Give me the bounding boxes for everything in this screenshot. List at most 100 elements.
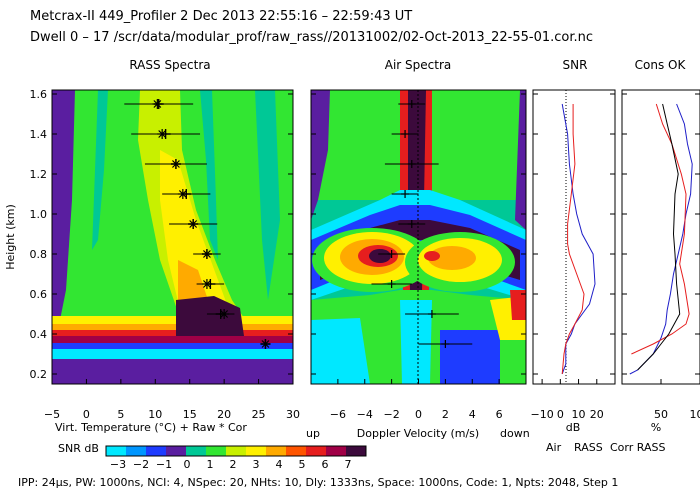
snr-profiles	[561, 103, 596, 375]
snr-plot-frame	[532, 89, 616, 385]
y-tick-label: 1.2	[30, 168, 48, 181]
rass-surface-band-red	[52, 330, 293, 336]
rass-x-tick-label: 15	[183, 408, 197, 421]
air-velocity-marker	[427, 310, 436, 318]
cons-line-rass	[631, 103, 690, 355]
snr-panel: SNR −10 0 10 20 dB	[531, 58, 616, 434]
rass-heatmap	[52, 90, 293, 384]
cons-profiles	[629, 103, 693, 375]
air-x-tick-label: −6	[330, 408, 346, 421]
air-lower-cyan-left	[311, 318, 370, 384]
colorbar-label: SNR dB	[58, 442, 99, 455]
rass-x-tick-label: 25	[252, 408, 266, 421]
air-velocity-marker	[441, 340, 450, 348]
air-x-tick-label: 4	[469, 408, 476, 421]
colorbar-tick-label: 4	[276, 458, 283, 471]
rass-x-tick-label: 5	[117, 408, 124, 421]
rass-cor-marker	[157, 129, 168, 139]
air-velocity-marker	[407, 100, 416, 108]
air-velocity-marker	[407, 160, 416, 168]
colorbar-tick-label: −2	[133, 458, 149, 471]
air-heatmap	[311, 90, 526, 384]
air-velocity-marker	[387, 280, 396, 288]
air-lower-red-right	[510, 290, 526, 320]
air-right-blob-red	[424, 251, 440, 261]
rass-surface-band-dark	[52, 336, 293, 343]
rass-cor-marker	[201, 249, 212, 259]
snr-colorbar: SNR dB −3 −2 −1 0 1 2 3 4 5 6 7	[58, 442, 367, 471]
air-x-tick-label: 6	[496, 408, 503, 421]
legend-air: Air	[546, 441, 562, 454]
colorbar-swatch	[166, 446, 187, 456]
header-file-path: Dwell 0 – 17 /scr/data/modular_prof/raw_…	[30, 30, 594, 45]
y-tick-label: 0.6	[30, 288, 48, 301]
colorbar-swatch	[206, 446, 227, 456]
cons-panel-title: Cons OK	[635, 58, 687, 72]
colorbar-swatch	[106, 446, 127, 456]
colorbar-tick-label: 7	[345, 458, 352, 471]
air-x-label-down: down	[500, 427, 530, 440]
colorbar-ticks: −3 −2 −1 0 1 2 3 4 5 6 7	[110, 458, 352, 471]
y-tick-label: 1.6	[30, 88, 48, 101]
air-x-tick-label: 2	[442, 408, 449, 421]
rass-low-snr-streak-1	[92, 90, 108, 250]
y-tick-label: 0.2	[30, 368, 48, 381]
colorbar-tick-label: 3	[253, 458, 260, 471]
snr-line-rass	[561, 104, 585, 375]
air-x-tick-label: −4	[357, 408, 373, 421]
snr-x-tick-label: 20	[590, 408, 604, 421]
colorbar-tick-label: 0	[184, 458, 191, 471]
y-tick-label: 1.0	[30, 208, 48, 221]
rass-low-snr-streak-2	[200, 90, 218, 260]
rass-bottom-cyan	[52, 349, 293, 359]
rass-bottom-blue	[52, 343, 293, 349]
rass-cor-marker	[219, 309, 230, 319]
rass-x-axis-label: Virt. Temperature (°C) + Raw * Cor	[55, 421, 247, 434]
colorbar-swatch	[346, 446, 367, 456]
colorbar-tick-label: 2	[230, 458, 237, 471]
air-velocity-marker	[387, 250, 396, 258]
snr-x-axis-label: dB	[566, 421, 581, 434]
air-axes: −6 −4 −2 0 2 4 6	[311, 93, 526, 421]
air-left-blob-core	[369, 249, 391, 263]
legend-rass: RASS	[574, 441, 603, 454]
cons-x-tick-label: 50	[654, 408, 668, 421]
cons-axes: 50 100	[622, 93, 700, 421]
colorbar-swatch	[326, 446, 347, 456]
rass-low-snr-band-left	[52, 90, 75, 325]
rass-panel-title: RASS Spectra	[129, 58, 210, 72]
colorbar-tick-label: 6	[322, 458, 329, 471]
air-velocity-marker	[401, 130, 410, 138]
header-title: Metcrax-II 449_Profiler 2 Dec 2013 22:55…	[30, 9, 413, 24]
y-axis-label: Height (km)	[4, 204, 17, 270]
air-velocity-marker	[401, 190, 410, 198]
colorbar-tick-label: −3	[110, 458, 126, 471]
rass-x-tick-label: 20	[217, 408, 231, 421]
air-right-purple	[515, 90, 526, 230]
rass-cor-marker	[177, 189, 188, 199]
snr-x-tick-label: −10	[531, 408, 554, 421]
rass-cor-marker	[170, 159, 181, 169]
colorbar-swatch	[146, 446, 167, 456]
air-x-tick-label: 0	[415, 408, 422, 421]
snr-x-tick-label: 0	[557, 408, 564, 421]
rass-cor-marker	[188, 219, 199, 229]
colorbar-swatch	[246, 446, 267, 456]
colorbar-tick-label: 5	[299, 458, 306, 471]
snr-axes: −10 0 10 20	[531, 93, 615, 421]
cons-ok-panel: Cons OK 50 100 %	[621, 58, 700, 434]
cons-line-corr-rass	[637, 103, 681, 371]
air-left-purple	[311, 90, 330, 220]
air-panel-title: Air Spectra	[385, 58, 452, 72]
rass-axes: −5 0 5 10 15 20 25 30 0.2 0.4 0.6 0.8 1.0 1.2 1.4 1.6	[30, 88, 301, 421]
snr-panel-title: SNR	[563, 58, 588, 72]
colorbar-swatch	[226, 446, 247, 456]
cons-x-axis-label: %	[651, 421, 661, 434]
rass-cor-marker	[152, 99, 163, 109]
rass-surface-band-orange	[52, 324, 293, 330]
footer-parameters: IPP: 24μs, PW: 1000ns, NCI: 4, NSpec: 20…	[18, 476, 619, 489]
rass-x-tick-label: 10	[148, 408, 162, 421]
rass-hot-core	[176, 296, 244, 336]
colorbar-swatch	[286, 446, 307, 456]
rass-spectra-panel: RASS Spectra −5 0 5 10 15 20 25 30 0.2 0.4 0.6 0.8 1…	[30, 58, 301, 434]
